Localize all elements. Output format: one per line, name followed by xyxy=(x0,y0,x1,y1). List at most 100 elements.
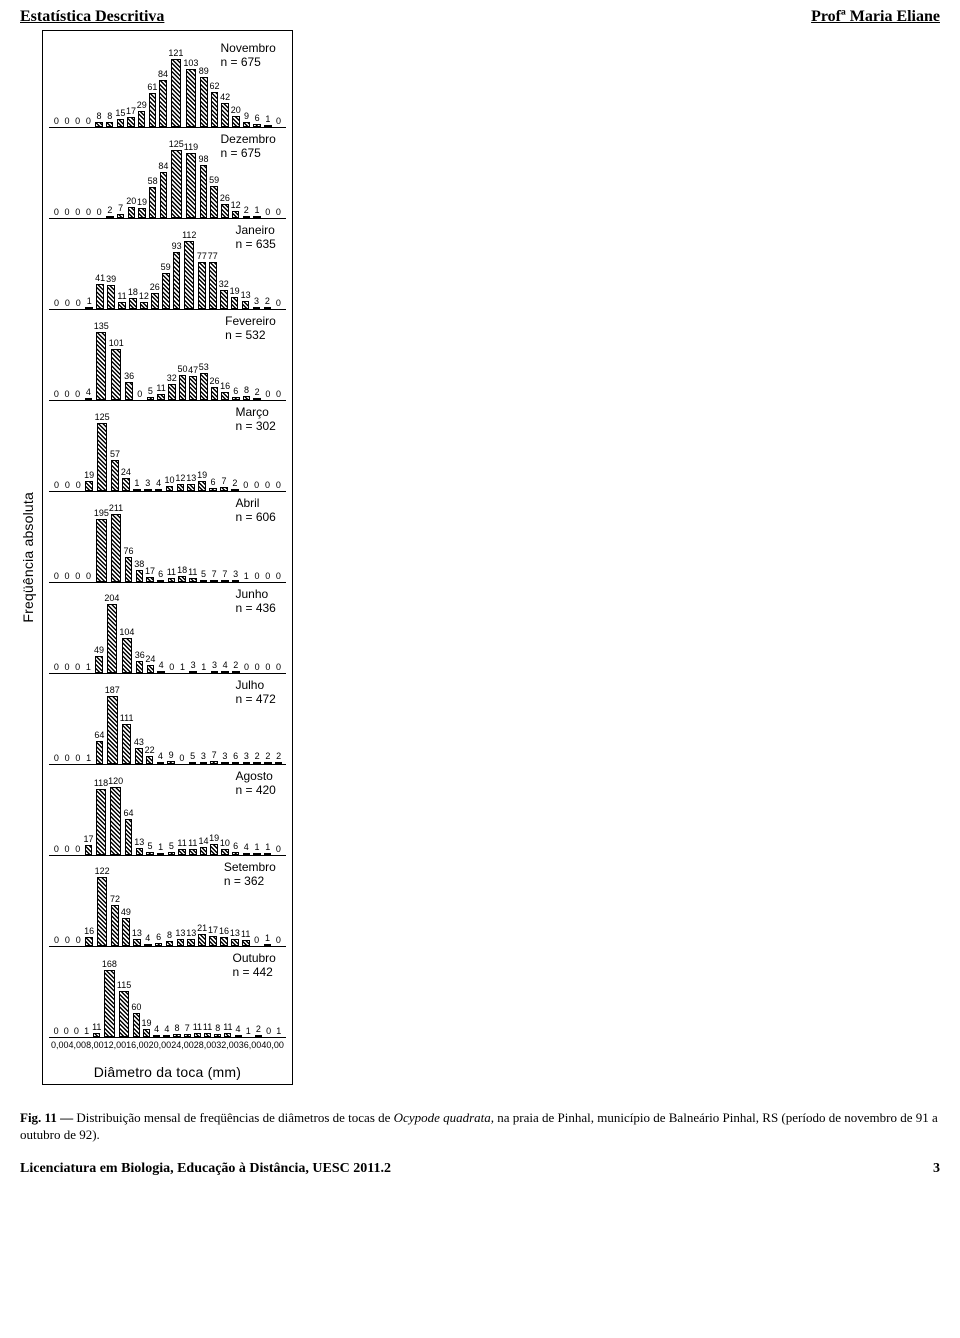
bar-value-label: 0 xyxy=(86,116,91,126)
bar-value-label: 77 xyxy=(208,251,218,261)
bar-value-label: 0 xyxy=(65,116,70,126)
bar-value-label: 13 xyxy=(241,290,251,300)
bar xyxy=(122,638,133,673)
bar xyxy=(96,332,107,400)
bar-cell: 38 xyxy=(134,492,145,582)
bar-cell: 8 xyxy=(164,856,175,946)
bar xyxy=(200,847,207,855)
bar-value-label: 0 xyxy=(75,571,80,581)
bar-value-label: 0 xyxy=(64,1026,69,1036)
bar-value-label: 0 xyxy=(254,480,259,490)
bar-value-label: 0 xyxy=(54,207,59,217)
bar-cell: 5 xyxy=(166,765,177,855)
bar-value-label: 19 xyxy=(230,286,240,296)
bar xyxy=(111,460,119,491)
bar-value-label: 0 xyxy=(75,753,80,763)
bar-cell: 26 xyxy=(209,310,220,400)
bar-value-label: 62 xyxy=(209,81,219,91)
bar xyxy=(232,762,240,764)
bar-value-label: 0 xyxy=(75,389,80,399)
bar-value-label: 59 xyxy=(161,262,171,272)
bar xyxy=(231,489,239,491)
bar-cell: 84 xyxy=(158,37,169,127)
bar xyxy=(211,92,218,127)
bar-cell: 0 xyxy=(62,856,73,946)
bar-cell: 24 xyxy=(120,401,131,491)
bar-value-label: 0 xyxy=(65,571,70,581)
bar xyxy=(242,940,250,946)
bar-value-label: 84 xyxy=(158,161,168,171)
bar xyxy=(125,819,132,855)
bar-cell: 14 xyxy=(198,765,209,855)
bar xyxy=(253,216,260,218)
bar-cell: 1 xyxy=(177,583,188,673)
bar-value-label: 0 xyxy=(76,298,81,308)
bar-cell: 0 xyxy=(72,310,83,400)
bar-cell: 19 xyxy=(197,401,208,491)
bar xyxy=(189,671,196,673)
bar xyxy=(119,991,129,1037)
bar-cell: 98 xyxy=(198,128,209,218)
bar-cell: 49 xyxy=(120,856,131,946)
bar-cell: 0 xyxy=(72,492,83,582)
bar xyxy=(157,394,164,400)
bar-value-label: 1 xyxy=(158,842,163,852)
bar-value-label: 1 xyxy=(254,842,259,852)
bar xyxy=(147,665,154,673)
bar xyxy=(153,1035,160,1037)
panel-n: n = 436 xyxy=(235,601,275,615)
bar-cell: 32 xyxy=(166,310,177,400)
panel-n: n = 635 xyxy=(235,237,275,251)
bar-cell: 0 xyxy=(166,583,177,673)
bar-value-label: 0 xyxy=(54,753,59,763)
bar-value-label: 13 xyxy=(132,928,142,938)
bar xyxy=(232,580,239,582)
panel-n: n = 302 xyxy=(235,419,275,433)
bar xyxy=(107,696,118,764)
panel-label: Novembron = 675 xyxy=(218,41,277,69)
bar-value-label: 10 xyxy=(220,838,230,848)
bar-cell: 5 xyxy=(187,674,198,764)
bar-cell: 12 xyxy=(175,401,186,491)
bar xyxy=(231,297,239,309)
bar xyxy=(160,172,167,218)
bar-value-label: 0 xyxy=(75,662,80,672)
bar-value-label: 98 xyxy=(198,154,208,164)
bar-cell: 61 xyxy=(147,37,158,127)
bar xyxy=(111,349,122,400)
bar-cell: 0 xyxy=(62,492,73,582)
bar xyxy=(209,488,217,491)
bar xyxy=(264,944,272,946)
bar-value-label: 0 xyxy=(254,571,259,581)
bar xyxy=(224,1033,231,1037)
bar-cell: 4 xyxy=(83,310,94,400)
bar-cell: 125 xyxy=(95,401,110,491)
bar xyxy=(167,761,175,764)
bar-cell: 103 xyxy=(183,37,198,127)
bar-value-label: 101 xyxy=(109,338,124,348)
bar-cell: 5 xyxy=(145,765,156,855)
bar xyxy=(253,853,260,855)
bar xyxy=(243,762,251,764)
bar-cell: 3 xyxy=(142,401,153,491)
bar-cell: 11 xyxy=(117,219,128,309)
bar-cell: 119 xyxy=(184,128,198,218)
bar-cell: 0 xyxy=(83,37,94,127)
bar-value-label: 16 xyxy=(219,926,229,936)
bar-cell: 135 xyxy=(94,310,109,400)
bar xyxy=(96,284,104,309)
bar-cell: 1 xyxy=(82,947,92,1037)
bar xyxy=(221,762,229,764)
bar-value-label: 26 xyxy=(220,193,230,203)
bar-value-label: 0 xyxy=(265,389,270,399)
panel-label: Fevereiron = 532 xyxy=(223,314,278,342)
bar-value-label: 168 xyxy=(102,959,117,969)
bar xyxy=(96,519,107,582)
bar-cell: 5 xyxy=(198,492,209,582)
bar xyxy=(264,125,271,127)
bar xyxy=(189,578,196,582)
bar xyxy=(104,970,115,1037)
bar-value-label: 1 xyxy=(86,753,91,763)
bar-value-label: 4 xyxy=(158,751,163,761)
bar-value-label: 0 xyxy=(276,844,281,854)
